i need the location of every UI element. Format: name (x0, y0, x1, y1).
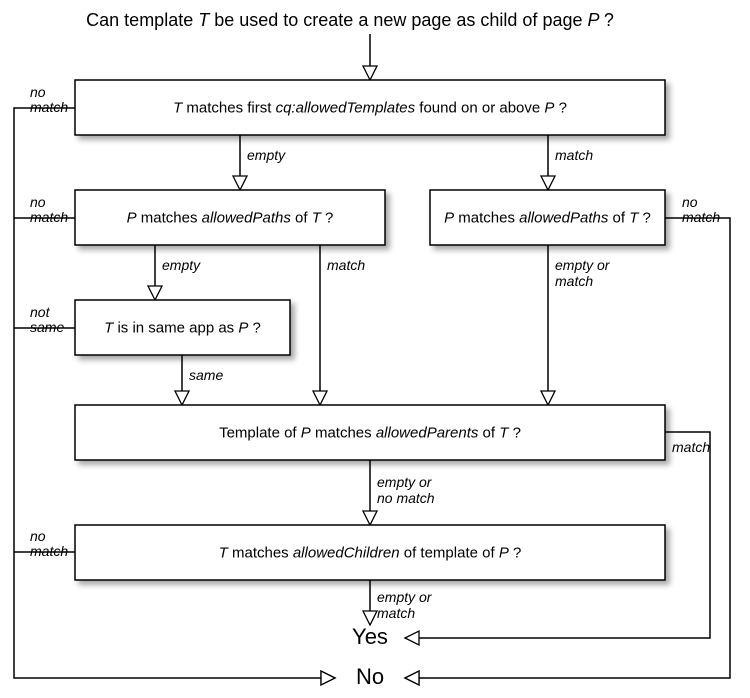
node-label-n2b: P matches allowedPaths of T ? (444, 209, 651, 226)
result-no: No (356, 664, 384, 689)
svg-text:empty or: empty or (555, 257, 611, 273)
svg-text:no: no (30, 194, 46, 210)
svg-text:empty: empty (162, 257, 201, 273)
node-label-n3: T is in same app as P ? (104, 319, 261, 336)
svg-text:match: match (555, 273, 593, 289)
svg-text:no match: no match (377, 490, 435, 506)
svg-text:not: not (30, 304, 51, 320)
node-label-n4: Template of P matches allowedParents of … (219, 424, 521, 441)
svg-text:match: match (327, 257, 365, 273)
diagram-title: Can template T be used to create a new p… (86, 10, 614, 30)
svg-text:match: match (30, 209, 68, 225)
svg-text:no: no (682, 194, 698, 210)
result-yes: Yes (352, 624, 388, 649)
svg-text:match: match (30, 543, 68, 559)
node-label-n5: T matches allowedChildren of template of… (219, 544, 522, 561)
svg-text:match: match (672, 439, 710, 455)
svg-text:same: same (30, 319, 64, 335)
svg-text:no: no (30, 528, 46, 544)
node-label-n1: T matches first cq:allowedTemplates foun… (173, 99, 567, 116)
svg-text:empty: empty (247, 147, 286, 163)
svg-text:empty or: empty or (377, 474, 433, 490)
svg-text:empty or: empty or (377, 589, 433, 605)
svg-text:same: same (189, 367, 223, 383)
svg-text:match: match (377, 605, 415, 621)
node-label-n2a: P matches allowedPaths of T ? (127, 209, 334, 226)
svg-text:match: match (682, 209, 720, 225)
svg-text:match: match (30, 99, 68, 115)
flowchart: emptymatchnomatchemptymatchnomatchempty … (0, 0, 750, 698)
svg-text:match: match (555, 147, 593, 163)
svg-text:no: no (30, 84, 46, 100)
